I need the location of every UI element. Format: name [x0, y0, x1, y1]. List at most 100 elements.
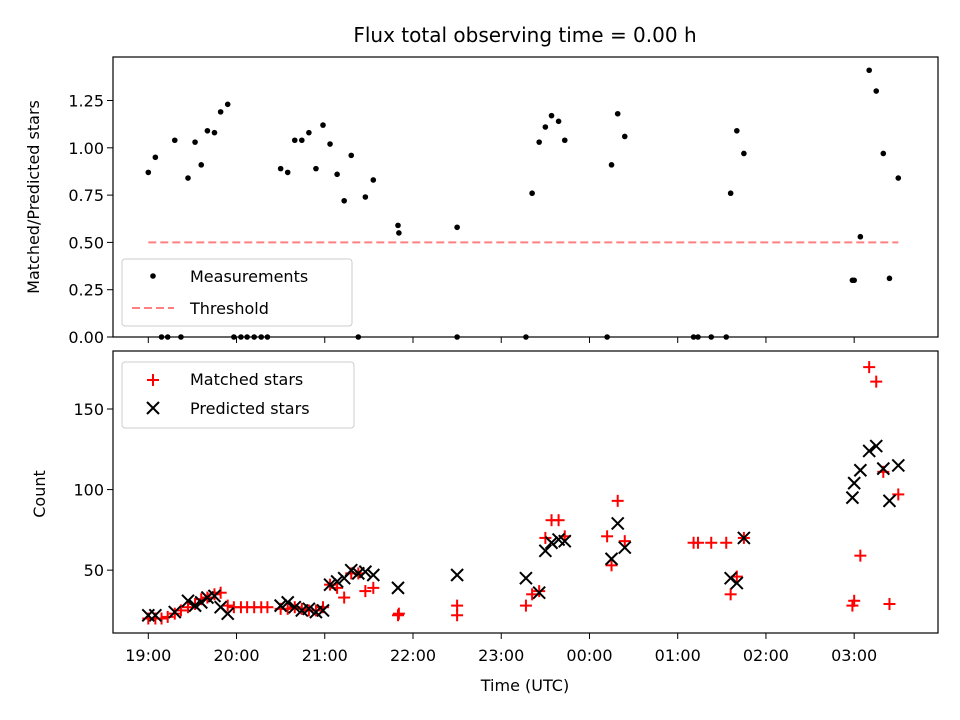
measurement-point	[299, 137, 305, 144]
matched-star-point	[863, 361, 876, 374]
matched-star-point	[870, 375, 883, 388]
predicted-star-point	[366, 568, 381, 582]
measurement-point	[561, 137, 568, 144]
bottom-x-tick-label: 03:00	[831, 646, 877, 665]
matched-star-point	[720, 536, 733, 549]
top-panel: 0.00 0.25 0.50 0.75 1.00 1.25 Matched/Predict…	[24, 56, 939, 347]
predicted-star-point	[538, 544, 553, 558]
measurement-point	[291, 137, 298, 144]
measurement-point	[238, 334, 244, 340]
measurement-point	[217, 109, 224, 115]
predicted-star-point	[532, 586, 546, 600]
measurement-point	[231, 334, 237, 340]
predicted-star-point	[273, 598, 288, 613]
predicted-star-point	[604, 552, 619, 566]
predicted-star-point	[869, 439, 883, 453]
measurement-point	[204, 127, 211, 134]
measurement-point	[529, 190, 535, 197]
predicted-star-point	[302, 602, 316, 616]
bottom-y-tick-label: 150	[73, 400, 104, 419]
matched-star-point	[618, 535, 631, 548]
measurement-point	[198, 162, 205, 168]
measurement-point	[341, 197, 347, 204]
measurement-point	[395, 222, 401, 229]
predicted-star-point	[220, 606, 235, 621]
measurement-point	[251, 334, 257, 340]
matched-star-point	[519, 599, 532, 612]
measurement-point	[158, 334, 165, 340]
predicted-star-point	[853, 463, 868, 477]
measurement-point	[857, 233, 864, 240]
chart-title: Flux total observing time = 0.00 h	[353, 23, 696, 47]
measurement-point	[523, 334, 529, 340]
predicted-star-point	[862, 444, 876, 458]
measurement-point	[548, 112, 555, 119]
legend-predicted-marker	[146, 401, 160, 415]
top-y-tick-label: 1.00	[68, 139, 104, 158]
bottom-x-tick-label: 01:00	[655, 646, 701, 665]
predicted-star-point	[730, 576, 744, 590]
matched-star-point	[601, 530, 614, 543]
measurement-point	[895, 175, 902, 181]
predicted-star-point	[450, 568, 464, 582]
measurement-point	[708, 334, 715, 340]
matched-star-point	[168, 607, 181, 620]
top-y-tick-label: 0.25	[68, 281, 104, 300]
measurement-point	[334, 171, 340, 178]
matched-star-point	[309, 604, 322, 617]
matched-star-point	[338, 591, 351, 604]
measurement-point	[277, 165, 284, 172]
measurement-point	[370, 177, 377, 183]
legend-matched-marker	[147, 374, 159, 386]
predicted-star-point	[207, 589, 222, 603]
predicted-star-point	[181, 594, 195, 608]
measurement-point	[192, 139, 198, 145]
measurement-point	[348, 152, 355, 159]
measurement-point	[604, 334, 610, 340]
matched-star-point	[848, 594, 861, 607]
measurement-point	[171, 137, 178, 144]
legend-threshold-label: Threshold	[189, 299, 269, 318]
predicted-star-point	[618, 540, 632, 555]
predicted-star-point	[876, 461, 891, 476]
measurement-point	[185, 175, 191, 181]
measurement-point	[264, 334, 271, 340]
predicted-star-point	[168, 605, 182, 619]
measurement-point	[313, 165, 319, 172]
measurement-point	[542, 124, 549, 130]
measurement-point	[355, 334, 362, 340]
predicted-star-point	[330, 574, 344, 589]
measurement-point	[178, 334, 184, 340]
measurement-point	[211, 129, 218, 136]
top-y-tick-label: 0.50	[68, 233, 104, 252]
bottom-y-tick-label: 50	[84, 561, 104, 580]
matched-star-point	[392, 607, 405, 620]
measurement-point	[454, 224, 460, 231]
predicted-star-point	[344, 563, 358, 577]
bottom-x-tick-label: 21:00	[302, 646, 348, 665]
measurement-point	[152, 154, 159, 161]
matched-star-point	[295, 602, 308, 615]
matched-star-point	[161, 610, 174, 623]
predicted-star-point	[845, 490, 860, 505]
measurement-point	[258, 334, 265, 340]
matched-star-point	[221, 599, 234, 612]
matched-star-point	[526, 588, 539, 601]
measurement-point	[614, 110, 621, 117]
measurement-point	[723, 334, 730, 340]
bottom-x-axis-label: Time (UTC)	[480, 676, 569, 695]
matched-star-point	[182, 601, 194, 614]
measurement-point	[873, 88, 880, 94]
top-y-axis-label: Matched/Predicted stars	[24, 100, 43, 294]
matched-star-point	[451, 599, 464, 612]
matched-star-point	[533, 585, 546, 598]
measurement-point	[555, 118, 562, 125]
predicted-star-point	[519, 571, 533, 585]
predicted-star-point	[737, 531, 751, 545]
measurement-point	[224, 101, 231, 108]
measurement-point	[727, 190, 734, 197]
predicted-star-point	[544, 536, 559, 550]
predicted-star-point	[323, 577, 337, 592]
bottom-x-tick-label: 22:00	[390, 646, 436, 665]
legend-predicted-label: Predicted stars	[190, 399, 310, 418]
